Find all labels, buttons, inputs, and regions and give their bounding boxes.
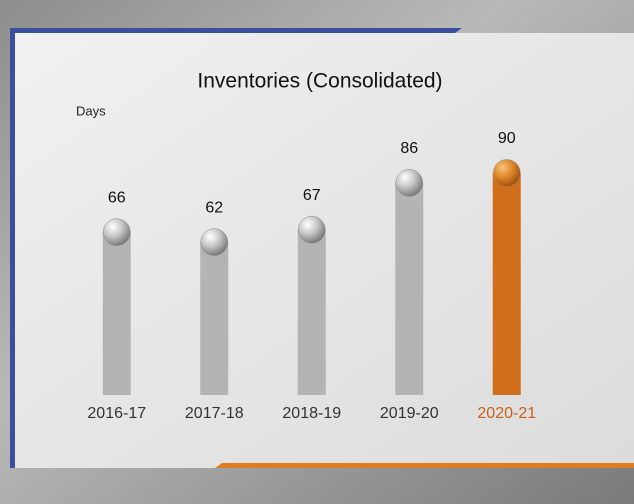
- value-label: 62: [205, 199, 223, 216]
- panel-bottom-border: [215, 463, 634, 468]
- value-label: 67: [303, 187, 321, 204]
- x-tick-label: 2020-21: [477, 405, 536, 422]
- bar: [395, 182, 424, 395]
- value-label: 86: [400, 140, 418, 157]
- panel-top-border: [10, 28, 462, 33]
- x-tick-label: 2019-20: [380, 405, 439, 422]
- bar: [102, 232, 131, 395]
- x-tick-label: 2018-19: [282, 405, 341, 422]
- value-label: 66: [108, 189, 126, 206]
- value-label: 90: [498, 130, 516, 147]
- bar: [492, 173, 521, 395]
- bar-cap: [298, 215, 326, 244]
- bar-cap: [493, 159, 521, 187]
- bar-cap: [103, 218, 131, 246]
- bar-cap: [395, 169, 423, 197]
- bar: [297, 229, 326, 395]
- x-tick-label: 2016-17: [87, 405, 146, 422]
- chart-title: Inventories (Consolidated): [197, 70, 442, 93]
- bar-cap: [200, 228, 228, 256]
- x-tick-label: 2017-18: [185, 405, 244, 422]
- panel-left-border: [10, 33, 15, 468]
- unit-label: Days: [76, 103, 106, 118]
- bar: [200, 242, 229, 395]
